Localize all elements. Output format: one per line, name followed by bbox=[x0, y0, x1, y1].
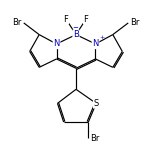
Text: F: F bbox=[64, 15, 68, 24]
Text: Br: Br bbox=[12, 18, 22, 27]
Text: Br: Br bbox=[130, 18, 140, 27]
Text: F: F bbox=[84, 15, 88, 24]
Text: B: B bbox=[73, 30, 79, 39]
Text: Br: Br bbox=[90, 134, 100, 143]
Text: N: N bbox=[53, 40, 60, 48]
Text: −: − bbox=[72, 25, 78, 31]
Text: S: S bbox=[94, 99, 99, 108]
Text: N: N bbox=[92, 40, 99, 48]
Text: +: + bbox=[100, 35, 105, 40]
